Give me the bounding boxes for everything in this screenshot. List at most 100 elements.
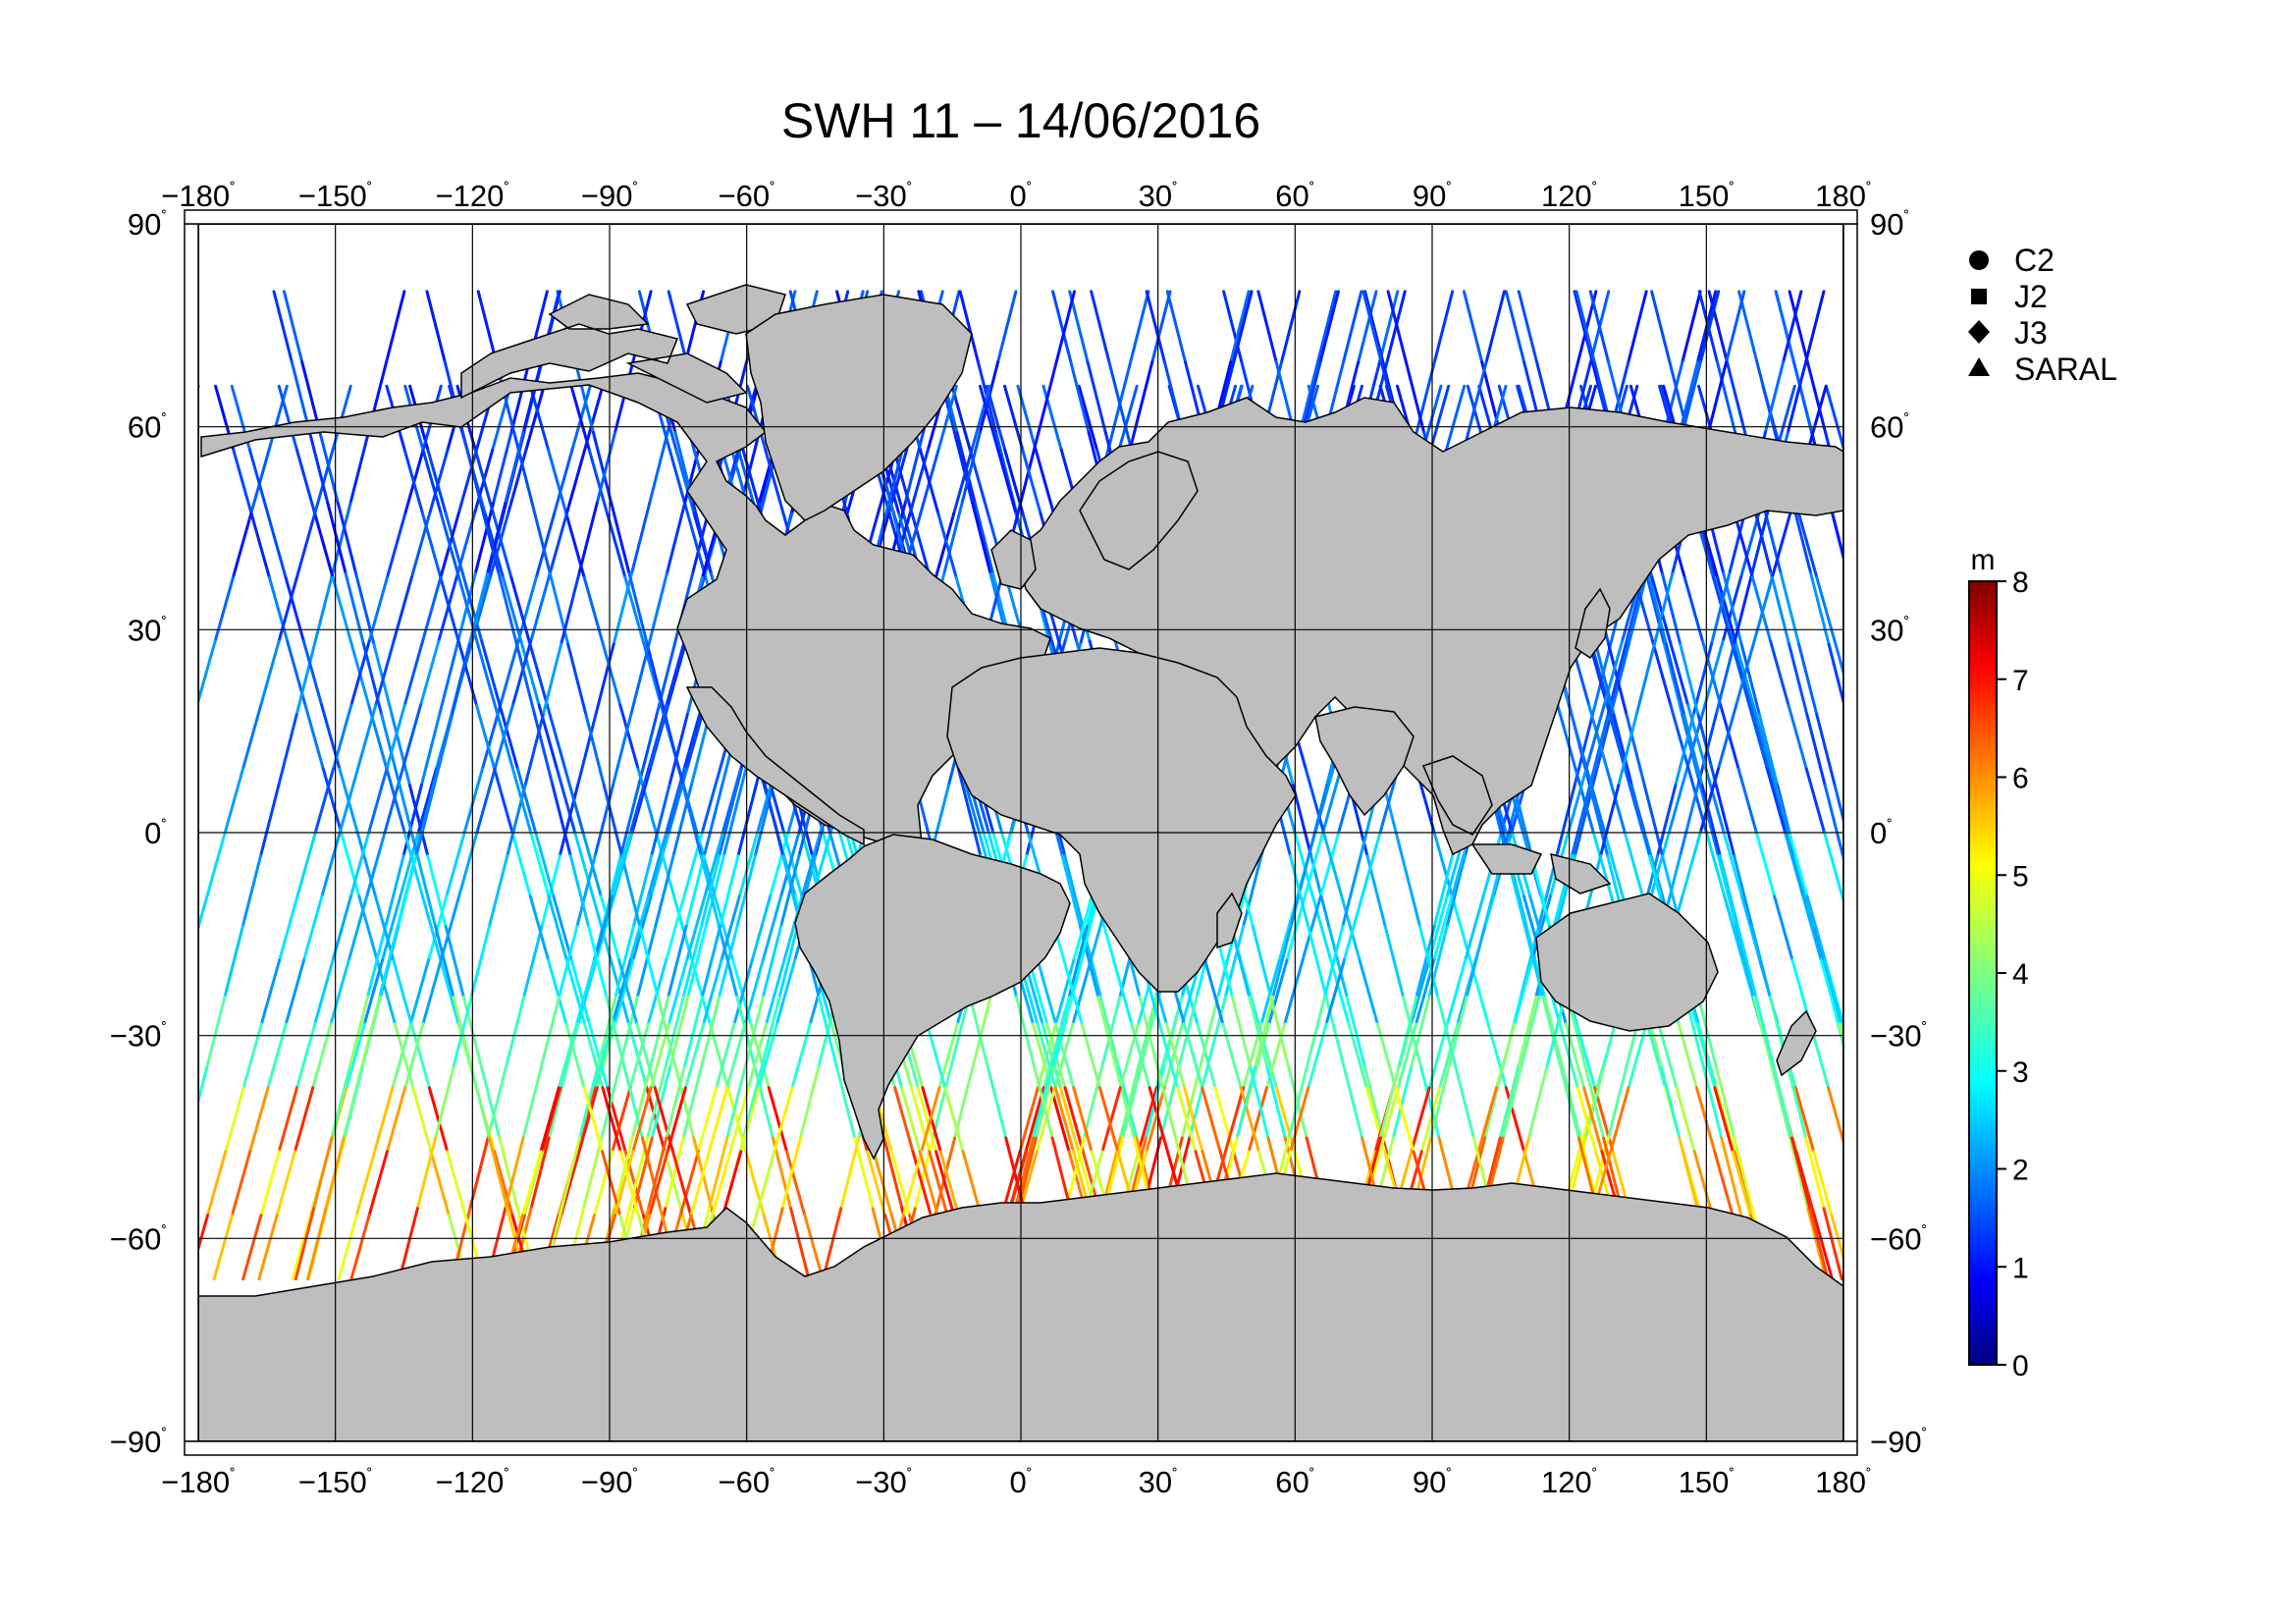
track-segment xyxy=(528,894,551,962)
track-segment xyxy=(1804,290,1826,364)
track-segment xyxy=(1692,1150,1715,1217)
track-segment xyxy=(746,1022,769,1090)
track-segment xyxy=(872,1150,893,1217)
track-segment xyxy=(474,703,497,771)
track-segment xyxy=(241,1022,263,1090)
track-segment xyxy=(665,1065,686,1140)
track-segment xyxy=(1229,290,1251,364)
track-segment xyxy=(707,1086,729,1154)
track-segment xyxy=(1583,1065,1606,1140)
track-segment xyxy=(576,713,598,787)
track-segment xyxy=(664,995,685,1069)
track-segment xyxy=(949,995,971,1069)
track-segment xyxy=(1938,926,1955,997)
track-segment xyxy=(1678,360,1699,435)
track-segment xyxy=(1232,290,1254,364)
track-segment xyxy=(1733,512,1754,579)
lon-tick-label-top: −120˚ xyxy=(436,179,510,213)
track-segment xyxy=(529,1136,551,1211)
track-segment xyxy=(1071,958,1093,1026)
track-segment xyxy=(1129,290,1150,364)
track-segment xyxy=(1738,512,1761,579)
track-segment xyxy=(1303,831,1325,898)
track-segment xyxy=(493,767,514,835)
lon-tick-label-top: 30˚ xyxy=(1139,179,1178,213)
track-segment xyxy=(1866,644,1884,715)
track-segment xyxy=(1732,571,1754,646)
track-segment xyxy=(630,1065,653,1140)
track-segment xyxy=(1063,854,1085,928)
track-segment xyxy=(1107,360,1129,435)
track-segment xyxy=(509,575,531,643)
track-segment xyxy=(1148,1086,1169,1154)
track-segment xyxy=(1283,958,1305,1026)
map-panel xyxy=(117,209,1960,1456)
track-segment xyxy=(355,703,378,771)
lat-tick-label-left: −90˚ xyxy=(110,1425,167,1459)
track-segment xyxy=(1465,924,1487,999)
track-segment xyxy=(1287,1065,1308,1140)
track-segment xyxy=(1438,1022,1460,1090)
track-segment xyxy=(1706,360,1729,435)
lat-tick-label-left: 90˚ xyxy=(128,207,167,242)
track-segment xyxy=(1504,290,1526,364)
track-segment xyxy=(1415,924,1436,999)
track-segment xyxy=(611,713,633,787)
track-segment xyxy=(986,1065,1008,1140)
track-segment xyxy=(1669,703,1690,771)
track-segment xyxy=(313,512,335,579)
track-segment xyxy=(248,448,270,515)
track-segment xyxy=(1793,1086,1816,1154)
track-segment xyxy=(700,924,722,999)
track-segment xyxy=(1769,571,1791,646)
colorbar-tick-label: 2 xyxy=(2012,1155,2029,1187)
track-segment xyxy=(1824,384,1843,452)
land-australia xyxy=(1535,893,1719,1032)
track-segment xyxy=(1696,713,1718,787)
track-segment xyxy=(645,642,667,717)
track-segment xyxy=(1681,713,1702,787)
track-segment xyxy=(295,1022,317,1090)
colorbar: m 0 1 2 3 4 5 6 7 8 xyxy=(1968,544,2029,1382)
track-segment xyxy=(1943,1024,1960,1088)
track-segment xyxy=(1915,785,1933,856)
track-segment xyxy=(1681,831,1702,898)
track-segment xyxy=(198,1065,209,1108)
track-segment xyxy=(928,1150,949,1217)
longitude-labels-bottom: −180˚ −150˚ −120˚ −90˚ −60˚ −30˚ 0˚ 30˚ 60˚ 90˚ 12… xyxy=(161,1465,1871,1499)
track-segment xyxy=(1358,958,1379,1026)
track-segment xyxy=(664,1136,685,1211)
track-segment xyxy=(573,360,595,435)
latitude-labels-right: 90˚ 60˚ 30˚ 0˚ −30˚ −60˚ −90˚ xyxy=(1870,207,1927,1459)
track-segment xyxy=(344,571,365,646)
track-segment xyxy=(1837,1022,1843,1046)
track-segment xyxy=(650,1065,671,1140)
track-segment xyxy=(960,431,982,505)
track-segment xyxy=(1495,1022,1517,1090)
track-segment xyxy=(367,1150,389,1217)
track-segment xyxy=(1679,642,1700,717)
track-segment xyxy=(391,1022,412,1090)
track-segment xyxy=(492,512,513,579)
track-segment xyxy=(1697,290,1719,364)
track-segment xyxy=(241,703,263,771)
track-segment xyxy=(117,1152,134,1216)
track-segment xyxy=(1606,1065,1629,1140)
track-segment xyxy=(416,767,438,835)
lon-tick-label-top: 120˚ xyxy=(1541,179,1597,213)
track-segment xyxy=(452,995,473,1069)
track-segment xyxy=(1501,1065,1523,1140)
track-segment xyxy=(1875,1152,1893,1216)
track-segment xyxy=(1033,1065,1054,1140)
track-segment xyxy=(1062,958,1084,1026)
track-segment xyxy=(231,512,253,579)
track-segment xyxy=(790,1022,812,1090)
track-segment xyxy=(1293,831,1314,898)
track-segment xyxy=(1770,1065,1791,1140)
track-segment xyxy=(434,924,455,999)
track-segment xyxy=(393,1022,415,1090)
track-segment xyxy=(1859,1088,1877,1152)
track-segment xyxy=(588,1022,610,1090)
track-segment xyxy=(278,894,299,962)
track-segment xyxy=(1644,571,1666,646)
